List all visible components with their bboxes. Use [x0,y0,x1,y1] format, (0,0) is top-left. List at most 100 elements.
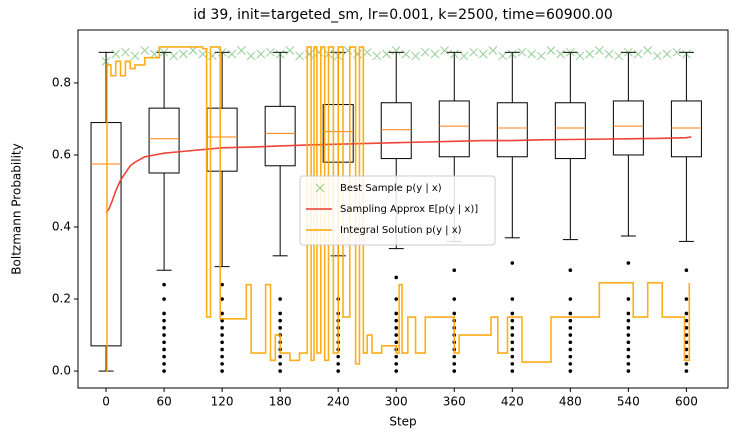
marker [343,46,353,55]
flier [394,311,399,316]
box-plot [612,51,644,373]
flier [568,326,573,330]
y-tick-label: 0.6 [52,147,71,161]
x-tick-label: 120 [211,395,234,409]
marker [198,49,208,59]
flier [220,340,224,345]
box-plot [148,51,180,373]
flier [626,347,631,352]
flier [394,362,399,366]
flier [220,362,224,366]
flier [452,311,457,316]
flier [220,318,224,323]
flier [336,354,340,359]
flier [278,311,282,316]
flier [220,354,224,359]
marker [517,47,527,57]
x-tick-label: 480 [559,395,582,409]
y-tick-label: 0.0 [52,364,71,378]
marker [653,51,662,61]
flier [162,326,166,330]
marker [536,51,546,61]
x-tick-label: 240 [327,395,350,409]
flier [394,333,399,337]
marker [353,49,362,59]
marker [159,47,169,57]
flier [626,261,631,265]
flier [626,297,631,301]
box [380,102,412,160]
flier [452,354,457,359]
marker [440,46,449,55]
line [105,136,692,214]
flier [452,268,457,273]
marker [179,49,188,59]
marker [256,49,266,59]
box [148,107,180,174]
flier [568,369,573,373]
marker [169,51,179,61]
flier [684,362,689,366]
marker [111,49,121,59]
marker [643,46,653,55]
flier [626,318,631,323]
flier [162,318,166,323]
flier [626,354,631,359]
marker [266,47,275,57]
flier [684,268,689,273]
flier [568,318,573,323]
marker [498,51,507,61]
flier [568,362,573,366]
marker [624,47,633,57]
x-axis-label: Step [389,415,416,429]
x-tick-label: 60 [156,395,171,409]
flier [278,362,282,366]
flier [162,340,166,345]
flier [568,297,573,301]
box [438,100,470,158]
marker [585,49,595,59]
marker [469,47,478,57]
flier [510,318,515,323]
flier [220,369,224,373]
flier [626,333,631,337]
marker [121,47,130,57]
flier [626,362,631,366]
marker [237,46,246,55]
box [554,102,586,160]
marker [488,46,498,55]
flier [162,282,166,287]
flier [162,297,166,301]
box-plot [438,51,470,373]
flier [568,354,573,359]
flier [162,369,166,373]
flier [394,354,399,359]
marker [478,49,488,59]
x-tick-label: 360 [443,395,466,409]
marker [275,49,285,59]
flier [684,297,689,301]
legend-marker [315,183,325,193]
flier [394,297,399,301]
plot-frame [77,29,729,389]
flier [394,318,399,323]
marker [430,49,440,59]
box [496,102,528,158]
marker [382,49,391,59]
flier [568,311,573,316]
marker [401,49,411,59]
legend-label: Integral Solution p(y | x) [340,225,462,236]
flier [684,347,689,352]
flier [278,318,282,323]
marker [150,49,159,59]
marker [208,51,217,61]
x-tick-label: 180 [269,395,292,409]
box-plot [206,51,238,373]
marker [507,49,517,59]
flier [220,311,224,316]
flier [510,311,515,316]
marker [662,49,672,59]
flier [510,347,515,352]
flier [510,362,515,366]
